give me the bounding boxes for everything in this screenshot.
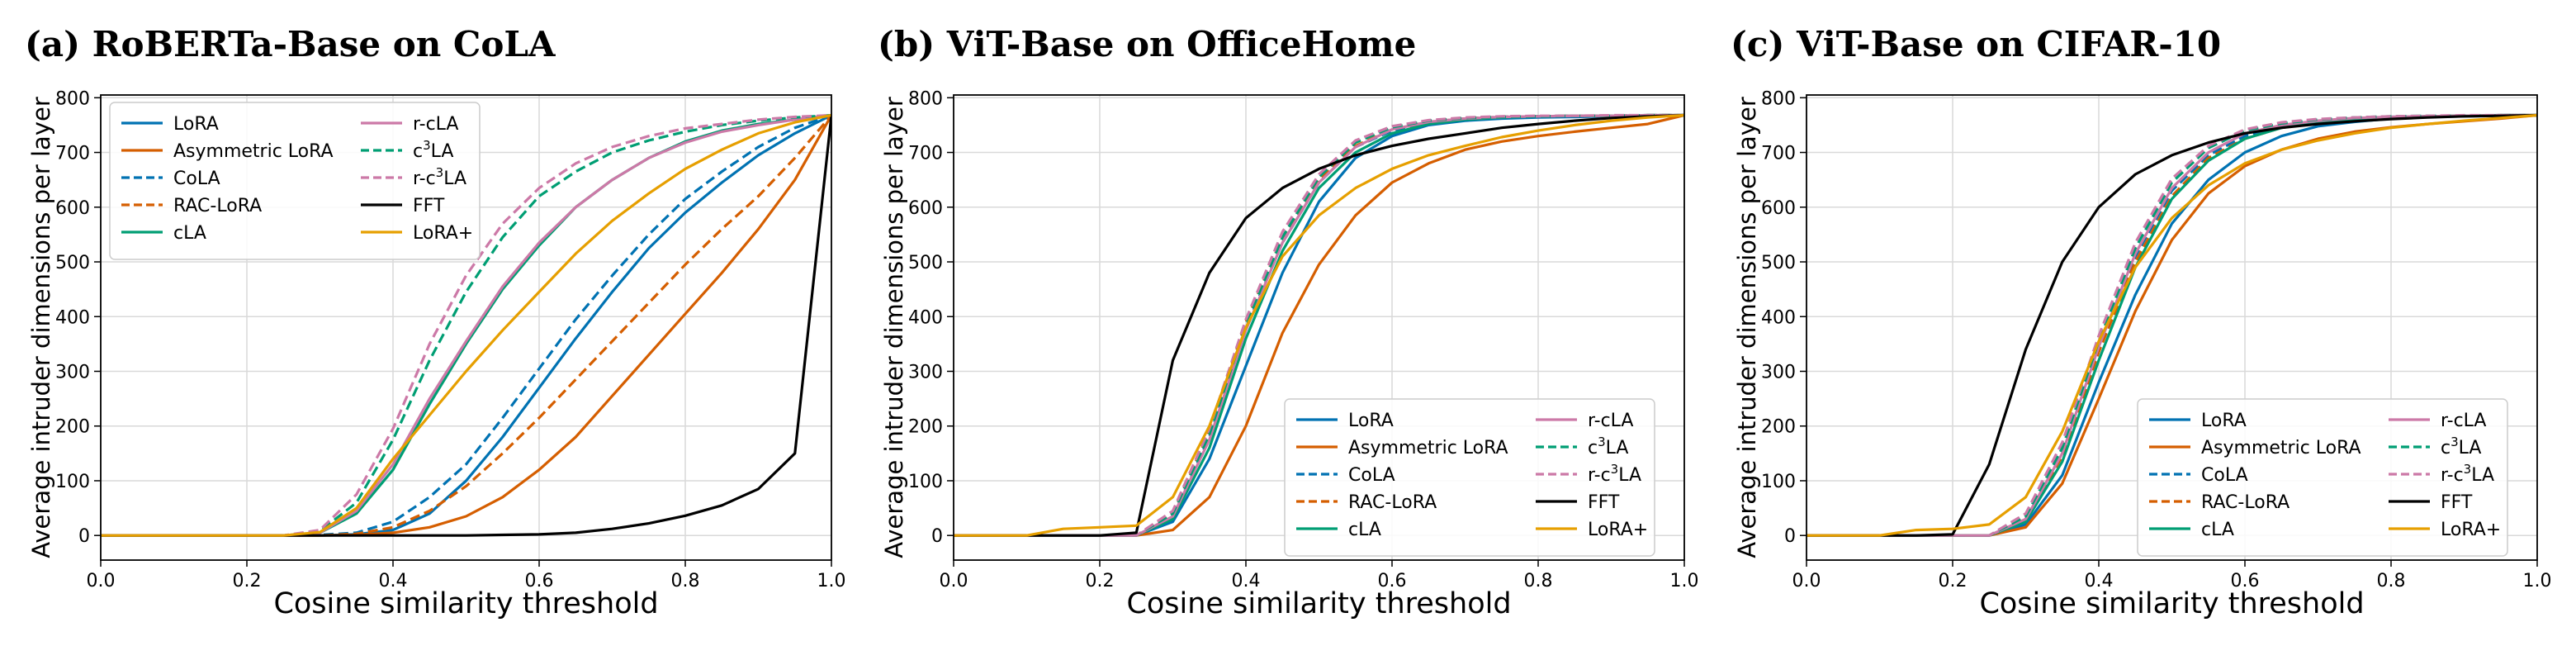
x-tick-label: 0.6: [525, 571, 554, 591]
x-tick-label: 0.0: [87, 571, 116, 591]
x-tick-label: 1.0: [1670, 571, 1699, 591]
x-tick-label: 0.2: [1939, 571, 1968, 591]
legend-label-c3la: c3LA: [2441, 435, 2481, 458]
chart-panel-3: (c) ViT-Base on CIFAR-10 0.0 0.2 0.4 0.6 0.8 1…: [1731, 24, 2552, 620]
legend-label-r-cla: r-cLA: [1588, 411, 1633, 431]
legend-label-lora: LoRA: [173, 114, 219, 135]
chart-title: (a) RoBERTa-Base on CoLA: [25, 24, 556, 64]
legend-box: [1284, 398, 1655, 557]
x-axis-label: Cosine similarity threshold: [273, 587, 658, 620]
legend-label-cola: CoLA: [2201, 465, 2248, 486]
legend-label-rac-lora: RAC-LoRA: [1348, 492, 1437, 513]
legend-box: [2137, 398, 2508, 557]
y-tick-label: 300: [55, 362, 90, 382]
legend-label-r-c3la: r-c3LA: [2441, 462, 2494, 486]
y-axis-label: Average intruder dimensions per layer: [27, 97, 55, 558]
axes-frame: [100, 94, 832, 561]
x-tick-label: 1.0: [817, 571, 846, 591]
y-tick-label: 800: [908, 88, 943, 109]
chart-title: (b) ViT-Base on OfficeHome: [878, 24, 1416, 64]
chart-title: (c) ViT-Base on CIFAR-10: [1731, 24, 2221, 64]
chart-panel-2: (b) ViT-Base on OfficeHome 0.0 0.2 0.4 0.6 0.…: [878, 24, 1699, 620]
y-tick-label: 600: [1761, 198, 1796, 219]
legend-label-cola: CoLA: [1348, 465, 1395, 486]
y-tick-label: 0: [931, 526, 943, 547]
axes-frame: [953, 94, 1685, 561]
y-tick-label: 800: [1761, 88, 1796, 109]
x-tick-label: 1.0: [2523, 571, 2552, 591]
legend-label-cla: cLA: [1348, 520, 1381, 540]
x-tick-label: 0.8: [1524, 571, 1553, 591]
y-tick-label: 600: [908, 198, 943, 219]
legend-label-lora: LoRA: [1348, 411, 1394, 431]
series-line-fft: [1807, 113, 2537, 537]
x-tick-label: 0.6: [1378, 571, 1407, 591]
y-tick-label: 600: [55, 198, 90, 219]
x-axis-label: Cosine similarity threshold: [1979, 587, 2364, 620]
y-tick-label: 0: [78, 526, 90, 547]
legend-label-fft: FFT: [1588, 492, 1620, 513]
legend-label-asymmetric-lora: Asymmetric LoRA: [2201, 438, 2361, 458]
y-tick-label: 100: [55, 472, 90, 492]
legend-label-r-cla: r-cLA: [2441, 411, 2486, 431]
legend-label-c3la: c3LA: [1588, 435, 1628, 458]
series-line-lora-: [1807, 113, 2537, 537]
y-tick-label: 500: [1761, 253, 1796, 273]
y-tick-label: 400: [55, 307, 90, 328]
legend-label-asymmetric-lora: Asymmetric LoRA: [1348, 438, 1508, 458]
y-tick-label: 400: [1761, 307, 1796, 328]
y-tick-label: 300: [1761, 362, 1796, 382]
legend-label-r-c3la: r-c3LA: [1588, 462, 1641, 486]
legend-label-rac-lora: RAC-LoRA: [173, 196, 262, 216]
y-tick-label: 200: [1761, 417, 1796, 438]
legend-label-lora-: LoRA+: [2441, 520, 2501, 540]
y-tick-label: 200: [55, 417, 90, 438]
x-tick-label: 0.6: [2231, 571, 2260, 591]
y-tick-label: 0: [1784, 526, 1796, 547]
x-axis-label: Cosine similarity threshold: [1126, 587, 1511, 620]
x-tick-label: 0.4: [1232, 571, 1261, 591]
y-tick-label: 800: [55, 88, 90, 109]
x-tick-label: 0.0: [1792, 571, 1821, 591]
legend-label-fft: FFT: [2441, 492, 2473, 513]
series-line-fft: [954, 113, 1684, 537]
legend-label-cla: cLA: [173, 223, 206, 244]
y-tick-label: 700: [908, 144, 943, 164]
chart-panel-1: (a) RoBERTa-Base on CoLA 0.0 0.2 0.4 0.6 0.8 1…: [25, 24, 846, 620]
legend-box: [109, 102, 481, 260]
y-tick-label: 500: [908, 253, 943, 273]
x-tick-label: 0.2: [1086, 571, 1115, 591]
y-tick-label: 500: [55, 253, 90, 273]
y-tick-label: 700: [55, 144, 90, 164]
y-axis-label: Average intruder dimensions per layer: [1733, 97, 1761, 558]
legend-label-fft: FFT: [413, 196, 445, 216]
legend-label-lora: LoRA: [2201, 411, 2247, 431]
x-tick-label: 0.4: [2085, 571, 2114, 591]
x-tick-label: 0.2: [233, 571, 262, 591]
legend-label-lora-: LoRA+: [1588, 520, 1648, 540]
series-line-lora-: [954, 113, 1684, 537]
legend-label-asymmetric-lora: Asymmetric LoRA: [173, 141, 334, 162]
x-tick-label: 0.0: [940, 571, 968, 591]
legend-label-r-cla: r-cLA: [413, 114, 458, 135]
axes-frame: [1806, 94, 2538, 561]
legend-label-lora-: LoRA+: [413, 223, 473, 244]
x-tick-label: 0.4: [379, 571, 408, 591]
y-tick-label: 200: [908, 417, 943, 438]
y-tick-label: 100: [1761, 472, 1796, 492]
legend-label-c3la: c3LA: [413, 138, 453, 162]
x-tick-label: 0.8: [2377, 571, 2406, 591]
y-tick-label: 400: [908, 307, 943, 328]
y-tick-label: 700: [1761, 144, 1796, 164]
legend-label-cola: CoLA: [173, 169, 220, 189]
x-tick-label: 0.8: [671, 571, 700, 591]
legend-label-r-c3la: r-c3LA: [413, 165, 466, 189]
legend-label-rac-lora: RAC-LoRA: [2201, 492, 2290, 513]
y-axis-label: Average intruder dimensions per layer: [880, 97, 908, 558]
y-tick-label: 300: [908, 362, 943, 382]
series-line-lora-: [101, 113, 831, 537]
y-tick-label: 100: [908, 472, 943, 492]
legend-label-cla: cLA: [2201, 520, 2234, 540]
